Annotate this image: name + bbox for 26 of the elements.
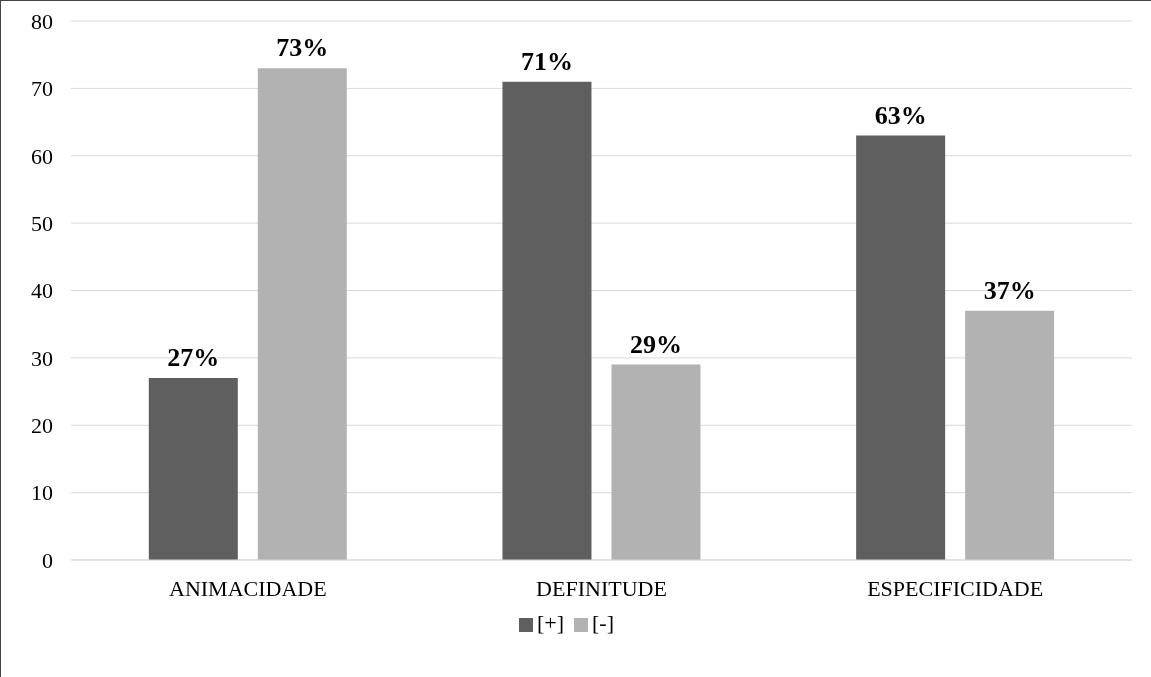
y-tick-label: 20 [31, 413, 53, 439]
y-tick-label: 80 [31, 8, 53, 34]
bar [965, 310, 1055, 560]
bar [257, 68, 347, 560]
x-tick-label: ESPECIFICIDADE [867, 575, 1044, 601]
data-label: 27% [167, 343, 220, 373]
bar [148, 378, 238, 560]
y-tick-label: 50 [31, 210, 53, 236]
bar [611, 364, 701, 560]
y-tick-label: 60 [31, 143, 53, 169]
legend-label: [+] [536, 610, 565, 635]
y-tick-label: 40 [31, 278, 53, 304]
legend-label: [-] [592, 610, 615, 635]
data-label: 73% [276, 33, 329, 63]
data-label: 71% [520, 46, 573, 76]
y-tick-label: 30 [31, 345, 53, 371]
bar [856, 135, 946, 560]
bar [502, 81, 592, 560]
data-label: 29% [629, 329, 682, 359]
y-tick-label: 70 [31, 76, 53, 102]
x-tick-label: ANIMACIDADE [169, 575, 327, 601]
y-tick-label: 10 [31, 480, 53, 506]
data-label: 37% [983, 275, 1036, 305]
data-label: 63% [874, 100, 927, 130]
x-tick-label: DEFINITUDE [536, 575, 667, 601]
y-tick-label: 0 [42, 547, 53, 573]
